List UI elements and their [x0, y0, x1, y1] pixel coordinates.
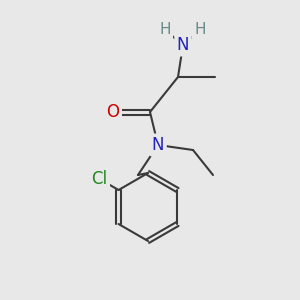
- Text: O: O: [106, 103, 119, 121]
- Text: H: H: [194, 22, 206, 38]
- Text: H: H: [159, 22, 171, 38]
- Text: Cl: Cl: [92, 170, 108, 188]
- Text: N: N: [152, 136, 164, 154]
- Text: N: N: [177, 36, 189, 54]
